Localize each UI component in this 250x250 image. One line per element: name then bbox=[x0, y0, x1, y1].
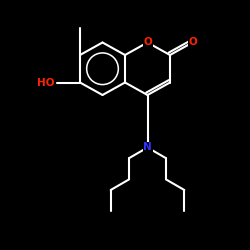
Text: O: O bbox=[188, 38, 197, 48]
Text: N: N bbox=[143, 142, 152, 152]
Text: O: O bbox=[143, 38, 152, 48]
Text: HO: HO bbox=[38, 78, 55, 88]
